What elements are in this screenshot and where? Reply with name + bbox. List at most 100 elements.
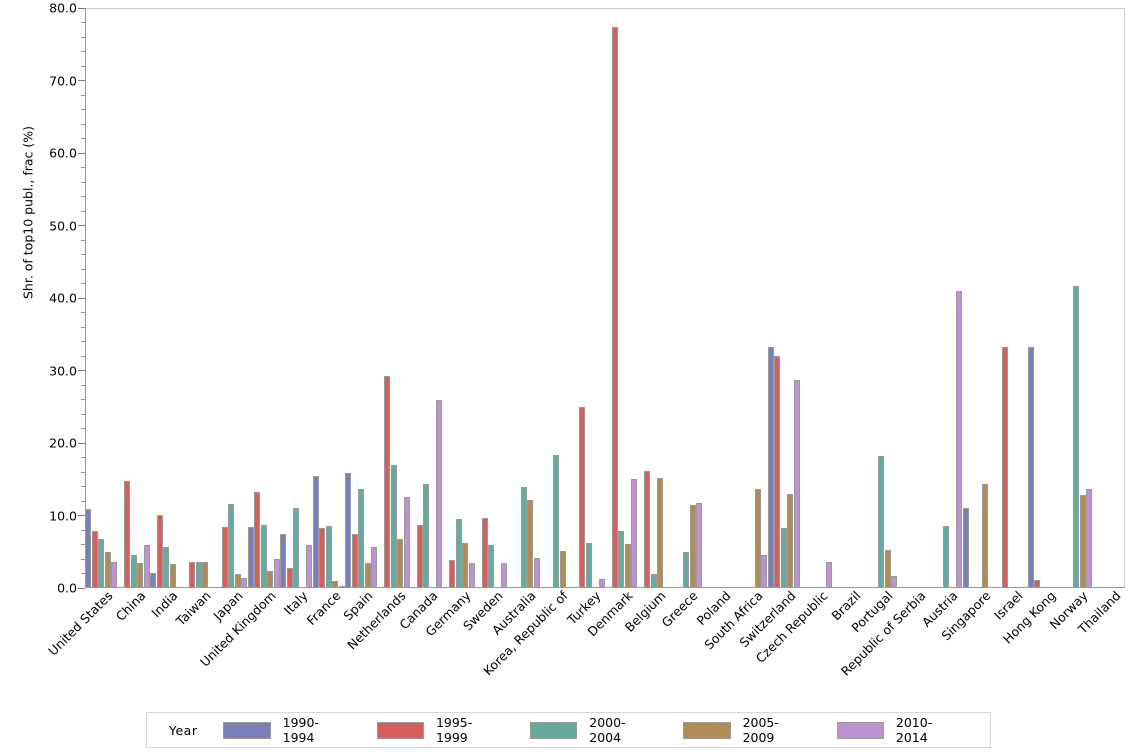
y-tick-minor [81,51,85,52]
y-tick-label: 50.0 [49,218,77,233]
bar-group [215,8,248,588]
bar [878,456,885,588]
bar-group [735,8,768,588]
bar [111,561,118,588]
bar [241,577,248,588]
bar [559,551,566,588]
bar-group [1027,8,1060,588]
legend-label: 2010-2014 [895,715,933,745]
legend-entry[interactable]: 1990-1994 [223,715,346,745]
y-tick-label: 40.0 [49,290,77,306]
y-tick-minor [81,355,85,357]
bar [124,480,131,588]
bar [1034,580,1041,588]
y-tick-minor [81,326,85,328]
bar-group [345,8,378,588]
y-tick-minor [81,384,85,386]
bar-group [670,8,703,588]
y-tick-minor [81,109,85,110]
bar [254,492,261,588]
x-tick-label: Taiwan [172,588,214,629]
x-tick-label: China [112,588,149,624]
bar [1079,495,1086,588]
bar [364,563,371,588]
bar [384,375,391,588]
bar [195,561,202,588]
bar [104,551,111,588]
bar [423,483,430,588]
y-tick-minor [81,471,85,473]
y-axis-line [85,8,86,588]
bar-group [312,8,345,588]
y-tick-minor [81,486,85,487]
legend-entry[interactable]: 1995-1999 [376,715,500,745]
bar-group [443,8,475,588]
bar [202,561,209,588]
bar-group [703,8,735,588]
bar [455,519,462,588]
y-tick-minor [81,558,85,560]
bar-group [995,8,1027,588]
y-tick-minor [81,413,85,415]
y-tick-minor [81,239,85,241]
bar [338,585,345,588]
bar-group [150,8,182,588]
bar [267,571,274,588]
y-tick-label: 20.0 [49,435,77,451]
legend-swatch [530,721,578,739]
bar [611,26,618,588]
bar [624,543,631,588]
bar [293,507,300,588]
y-tick-minor [81,181,85,183]
bar [891,575,898,588]
bar [280,533,287,588]
bar [273,559,280,588]
bar [416,524,423,588]
bar [1001,346,1008,588]
y-tick-minor [81,254,85,255]
bar [553,454,560,588]
legend-entry[interactable]: 2000-2004 [530,715,653,745]
y-tick-minor [81,500,85,502]
bar [468,562,475,588]
bar [520,487,527,588]
y-tick-major [78,587,85,589]
bar [696,503,703,588]
bar [787,493,794,588]
y-tick-minor [81,268,85,270]
bar [631,479,638,588]
bar [761,555,768,588]
plot-canvas [78,7,1125,589]
y-tick-minor [81,283,85,284]
y-tick-label: 30.0 [49,363,77,378]
legend-entry[interactable]: 2010-2014 [836,715,960,745]
y-tick-minor [81,167,85,168]
y-tick-minor [81,544,85,545]
right-spine [1124,8,1125,588]
legend-label: 2000-2004 [589,715,626,745]
bar [130,555,137,588]
bar [345,472,352,588]
legend-swatch [223,721,271,739]
bar [1086,489,1093,588]
legend-title: Year [169,722,198,738]
bar-group [898,8,930,588]
bar [319,527,326,588]
bar [689,504,696,588]
legend-swatch [683,721,731,739]
bar-group [475,8,508,588]
legend-entry[interactable]: 2005-2009 [683,715,806,745]
y-tick-major [78,152,85,154]
bar [403,497,410,588]
legend-entries: 1990-1994 1995-1999 2000-2004 2005-2009 2010… [223,715,990,745]
bar [598,579,605,588]
bar [390,465,397,588]
bar [884,549,891,588]
bar [260,524,267,588]
bar [234,573,241,588]
bar [137,563,144,588]
bar [780,527,787,588]
bar [247,527,254,588]
bar [358,489,365,588]
bar [221,527,228,588]
